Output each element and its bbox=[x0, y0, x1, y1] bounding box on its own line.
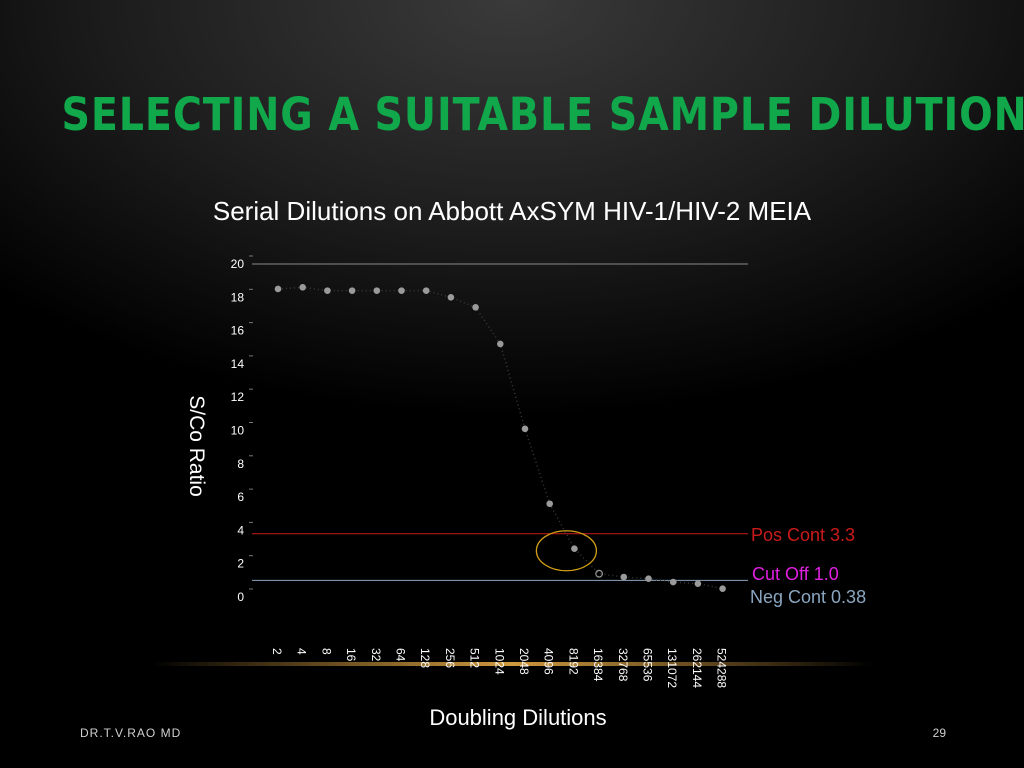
y-tick-label: 20 bbox=[231, 257, 245, 271]
data-point-2 bbox=[274, 285, 282, 293]
data-point-262144 bbox=[694, 580, 702, 587]
data-point-2048 bbox=[521, 425, 529, 433]
x-tick-label: 8 bbox=[319, 648, 333, 655]
y-tick-label: 12 bbox=[231, 390, 245, 404]
x-tick-label: 2048 bbox=[517, 648, 531, 675]
y-tick-label: 16 bbox=[231, 324, 245, 338]
reference-label-2: Neg Cont 0.38 bbox=[750, 587, 866, 607]
data-point-256 bbox=[447, 294, 455, 301]
x-tick-label: 8192 bbox=[566, 648, 580, 675]
y-tick-label: 2 bbox=[237, 557, 244, 571]
data-point-65536 bbox=[645, 575, 652, 582]
y-tick-label: 6 bbox=[237, 490, 244, 504]
reference-label-0: Pos Cont 3.3 bbox=[751, 525, 855, 545]
reference-label-1: Cut Off 1.0 bbox=[752, 564, 839, 584]
series-line bbox=[277, 286, 723, 590]
y-tick-label: 0 bbox=[237, 590, 244, 604]
x-tick-label: 262144 bbox=[690, 648, 704, 688]
data-point-524288 bbox=[719, 585, 726, 592]
footer-author: DR.T.V.RAO MD bbox=[80, 726, 182, 740]
data-point-32 bbox=[373, 287, 381, 294]
slide-title: SELECTING A SUITABLE SAMPLE DILUTION bbox=[61, 88, 1024, 141]
x-tick-label: 128 bbox=[418, 648, 432, 668]
y-tick-label: 18 bbox=[231, 290, 245, 304]
x-tick-label: 16 bbox=[344, 648, 358, 662]
x-tick-label: 256 bbox=[443, 648, 457, 668]
data-point-1024 bbox=[497, 340, 504, 348]
x-axis-label: Doubling Dilutions bbox=[429, 705, 607, 730]
y-tick-label: 14 bbox=[231, 357, 245, 371]
x-tick-label: 1024 bbox=[492, 648, 506, 675]
data-point-16 bbox=[348, 287, 356, 294]
x-tick-label: 32 bbox=[369, 648, 383, 662]
chart-title: Serial Dilutions on Abbott AxSYM HIV-1/H… bbox=[212, 196, 812, 226]
decorative-glow-line bbox=[150, 662, 874, 666]
highlight-ellipse bbox=[535, 530, 598, 572]
x-tick-label: 32768 bbox=[616, 648, 630, 682]
data-point-8 bbox=[324, 287, 331, 294]
x-tick-label: 4 bbox=[295, 648, 309, 655]
x-tick-label: 524288 bbox=[715, 648, 729, 688]
data-point-64 bbox=[398, 287, 405, 294]
data-point-8192 bbox=[571, 545, 578, 553]
y-tick-label: 4 bbox=[237, 523, 244, 537]
x-tick-label: 131072 bbox=[665, 648, 679, 688]
x-tick-label: 2 bbox=[270, 648, 284, 655]
data-point-32768 bbox=[620, 573, 628, 581]
x-tick-label: 64 bbox=[394, 648, 408, 662]
data-point-4 bbox=[299, 284, 307, 291]
data-point-512 bbox=[472, 303, 479, 311]
page-number: 29 bbox=[932, 726, 946, 740]
x-tick-label: 512 bbox=[468, 648, 482, 668]
data-point-131072 bbox=[669, 578, 677, 586]
data-point-4096 bbox=[546, 500, 553, 508]
y-tick-label: 10 bbox=[231, 424, 245, 438]
x-tick-label: 16384 bbox=[591, 648, 605, 682]
y-tick-label: 8 bbox=[237, 457, 244, 471]
data-point-128 bbox=[422, 287, 430, 294]
x-tick-label: 4096 bbox=[542, 648, 556, 675]
data-point-16384 bbox=[595, 569, 603, 578]
x-tick-label: 65536 bbox=[641, 648, 655, 682]
